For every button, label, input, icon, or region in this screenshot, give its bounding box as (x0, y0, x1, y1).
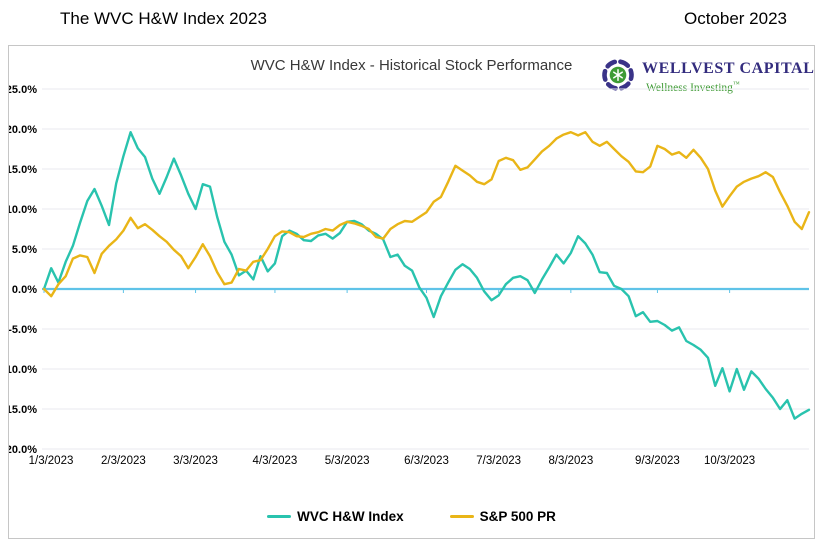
y-tick-label: 5.0% (12, 244, 37, 256)
x-tick-label: 10/3/2023 (704, 455, 755, 467)
legend-label-wvc: WVC H&W Index (297, 509, 404, 524)
x-tick-label: 9/3/2023 (635, 455, 680, 467)
x-tick-label: 1/3/2023 (29, 455, 74, 467)
page-date: October 2023 (683, 9, 787, 28)
page-title: The WVC H&W Index 2023 (60, 9, 267, 28)
x-tick-label: 3/3/2023 (173, 455, 218, 467)
x-tick-label: 2/3/2023 (101, 455, 146, 467)
y-tick-label: -20.0% (9, 444, 37, 456)
x-tick-label: 6/3/2023 (404, 455, 449, 467)
y-tick-label: -5.0% (9, 324, 37, 336)
chart-title: WVC H&W Index - Historical Stock Perform… (250, 57, 573, 74)
chart-legend: WVC H&W Index S&P 500 PR (9, 509, 814, 524)
y-tick-label: 0.0% (12, 284, 37, 296)
x-tick-label: 7/3/2023 (476, 455, 521, 467)
legend-label-sp500: S&P 500 PR (479, 509, 556, 524)
chart-container: WVC H&W Index - Historical Stock Perform… (8, 45, 815, 539)
y-tick-label: 25.0% (9, 84, 37, 96)
page-header: The WVC H&W Index 2023 October 2023 (0, 6, 823, 36)
logo-name: WELLVEST CAPITAL (642, 60, 815, 77)
logo-tagline: Wellness Investing™ (646, 80, 740, 94)
y-tick-label: 15.0% (9, 164, 37, 176)
y-tick-label: 10.0% (9, 204, 37, 216)
wellvest-logo: WELLVEST CAPITAL Wellness Investing™ (600, 55, 814, 101)
logo-swirl-icon (602, 59, 634, 91)
legend-line-sp500 (449, 514, 474, 519)
plot-area: 25.0% 20.0% 15.0% 10.0% 5.0% 0.0% -5.0% -10.0% -… (9, 84, 811, 467)
x-tick-label: 5/3/2023 (325, 455, 370, 467)
y-tick-label: 20.0% (9, 124, 37, 136)
y-tick-label: -15.0% (9, 404, 37, 416)
x-axis-labels: 1/3/2023 2/3/2023 3/3/2023 4/3/2023 5/3/2023… (29, 455, 756, 467)
y-tick-label: -10.0% (9, 364, 37, 376)
sp500-series-line (42, 130, 811, 298)
x-tick-label: 8/3/2023 (548, 455, 593, 467)
x-tick-label: 4/3/2023 (253, 455, 298, 467)
trademark-symbol: ™ (732, 80, 740, 88)
y-axis-labels: 25.0% 20.0% 15.0% 10.0% 5.0% 0.0% -5.0% -10.0% -… (9, 84, 37, 456)
legend-item-wvc: WVC H&W Index (267, 509, 404, 524)
legend-item-sp500: S&P 500 PR (449, 509, 556, 524)
gridlines (42, 88, 809, 450)
legend-line-wvc (267, 514, 292, 519)
wvc-series-line (42, 130, 811, 420)
